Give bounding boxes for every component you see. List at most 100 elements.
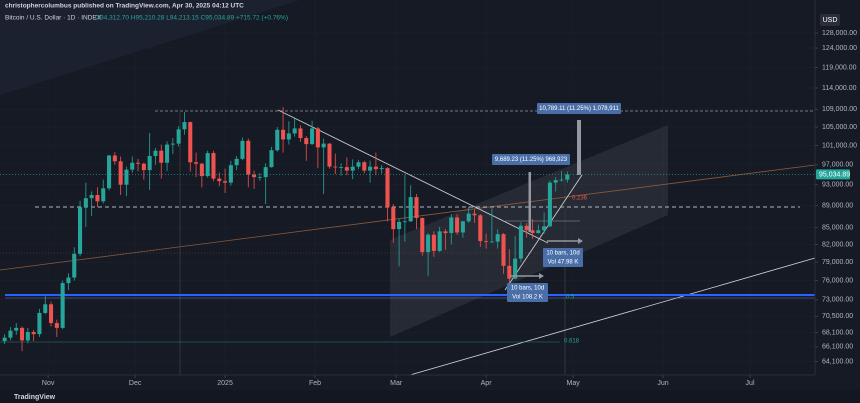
candle-body (368, 166, 373, 171)
candle-body (495, 234, 500, 242)
candle-body (78, 207, 83, 254)
candle-body (385, 168, 390, 208)
candle-body (234, 158, 239, 166)
candle-body (310, 128, 315, 145)
candle-body (524, 225, 529, 231)
axes: 128,000.00 124,000.00 119,000.00 114,000.00… (42, 30, 857, 387)
candle-body (443, 231, 448, 234)
candle-body (72, 253, 77, 278)
candle-body (124, 169, 129, 185)
candle-body (420, 218, 425, 253)
candles (0, 107, 815, 352)
candle-body (321, 143, 326, 148)
measure-label: 9,689.23 (11.25%) 968,923 (495, 157, 568, 163)
candle-body (304, 138, 309, 145)
y-tick-label: 109,000.00 (822, 106, 857, 113)
candle-body (147, 155, 152, 171)
candle-body (507, 265, 512, 279)
y-tick-label: 114,000.00 (822, 85, 857, 92)
y-tick-label: 64,100.00 (822, 358, 853, 365)
candle-body (362, 162, 367, 171)
candle-body (118, 161, 123, 185)
fib-label: 0.5 (566, 295, 575, 301)
candle-body (141, 163, 146, 171)
candle-body (373, 166, 378, 170)
candle-body (466, 213, 471, 222)
candle-body (182, 122, 187, 130)
y-tick-label: 89,000.00 (822, 202, 853, 209)
candle-body (49, 304, 54, 324)
bars-label: Vol 47.98 K (548, 260, 579, 266)
candle-body (20, 327, 25, 341)
candle-body (391, 207, 396, 230)
bars-label: 10 bars, 10d (511, 286, 544, 292)
candle-body (60, 283, 65, 328)
candle-body (37, 312, 42, 335)
y-tick-label: 76,000.00 (822, 277, 853, 284)
x-tick-label: 2025 (217, 380, 233, 387)
currency-box (820, 14, 840, 26)
candle-body (553, 180, 558, 183)
candle-body (315, 128, 320, 148)
candle-body (165, 144, 170, 163)
fib-label: 0.236 (572, 196, 588, 202)
candle-body (269, 150, 274, 168)
ohlc: O94,312.70 H95,210.28 L94,213.15 C95,034… (95, 15, 288, 22)
candle-body (153, 150, 158, 156)
candle-body (542, 226, 547, 231)
candle-body (426, 234, 431, 253)
bars-label: 10 bars, 10d (546, 251, 579, 257)
candle-body (344, 167, 349, 171)
y-tick-label: 128,000.00 (822, 30, 857, 37)
candle-body (333, 166, 338, 168)
candle-body (455, 217, 460, 233)
y-tick-label: 93,000.00 (822, 182, 853, 189)
y-tick-label: 66,100.00 (822, 344, 853, 351)
candle-body (188, 122, 193, 163)
candle-body (205, 153, 210, 177)
measure-bar (528, 172, 531, 232)
annotation-box (507, 283, 548, 302)
candle-body (547, 182, 552, 227)
candle-body (95, 195, 100, 202)
candle-body (379, 168, 384, 170)
currency: USD (823, 17, 838, 24)
candle-body (292, 128, 297, 134)
candle-body (356, 162, 361, 167)
x-tick-label: Feb (309, 380, 321, 387)
candle-body (402, 221, 407, 223)
candle-body (275, 129, 280, 151)
candle-body (83, 198, 88, 208)
y-tick-label: 101,000.00 (822, 142, 857, 149)
candle-body (43, 304, 48, 313)
candle-body (408, 197, 413, 222)
candle-body (350, 166, 355, 171)
candle-body (246, 140, 251, 175)
candle-body (263, 167, 268, 178)
annotation-box (543, 248, 583, 267)
measure-bar (577, 120, 581, 175)
grid (0, 0, 815, 375)
y-tick-label: 119,000.00 (822, 64, 857, 71)
candle-body (530, 230, 535, 234)
x-tick-label: Apr (481, 380, 493, 387)
y-tick-label: 79,000.00 (822, 259, 853, 266)
candle-body (536, 230, 541, 234)
candle-body (194, 162, 199, 164)
candle-body (449, 217, 454, 234)
candle-body (478, 215, 483, 242)
arrow (510, 238, 583, 279)
candle-body (199, 163, 204, 177)
candle-body (107, 155, 112, 189)
last-price-label: 95,034.89 (819, 171, 850, 178)
y-tick-label: 85,000.00 (822, 224, 853, 231)
footer-brand: TradingView (14, 394, 56, 401)
y-tick-label: 97,000.00 (822, 162, 853, 169)
y-tick-label: 105,000.00 (822, 124, 857, 131)
candle-body (101, 188, 106, 202)
trend-line (0, 164, 816, 271)
candle-body (286, 133, 291, 140)
candle-body (281, 129, 286, 140)
